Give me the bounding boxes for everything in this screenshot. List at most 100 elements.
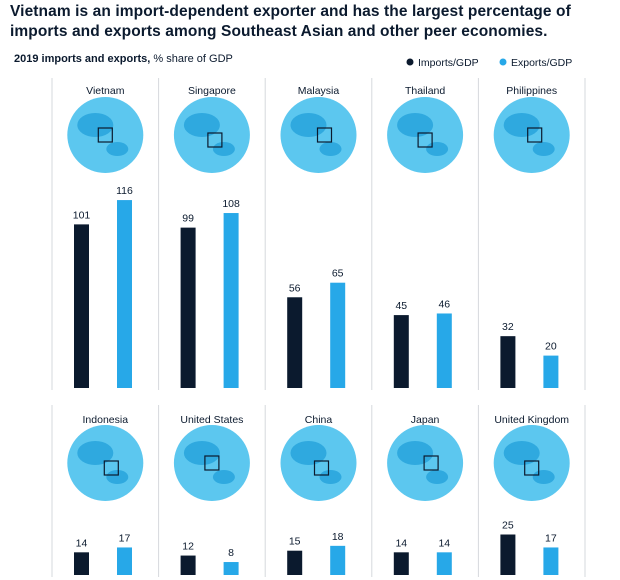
bar: [436, 313, 452, 388]
globe: [280, 425, 357, 501]
globe-land: [397, 441, 434, 465]
globe-ocean: [280, 97, 357, 173]
value-label: 15: [289, 536, 301, 548]
globe-land: [77, 441, 114, 465]
chart-title: Vietnam is an import-dependent exporter …: [10, 3, 571, 40]
value-label: 14: [395, 537, 407, 549]
globe: [67, 97, 144, 173]
globe-highlight: [207, 132, 223, 148]
country-label: Singapore: [188, 85, 236, 97]
value-label: 14: [76, 537, 88, 549]
bar: [393, 552, 409, 575]
globe-land: [212, 142, 235, 156]
globe-land: [397, 113, 434, 137]
country-label: Indonesia: [83, 414, 129, 426]
globe-land: [290, 441, 327, 465]
globe-ocean: [67, 97, 144, 173]
country-label: China: [305, 414, 333, 426]
globe-land: [183, 441, 220, 465]
value-label: 108: [222, 198, 240, 210]
bar: [500, 534, 516, 575]
value-label: 101: [73, 209, 91, 221]
bar: [500, 336, 516, 388]
country-label: Philippines: [506, 85, 557, 97]
value-label: 17: [545, 532, 557, 544]
globe-land: [426, 142, 449, 156]
bar: [180, 555, 196, 575]
value-label: 46: [438, 298, 450, 310]
value-label: 32: [502, 321, 514, 333]
value-label: 56: [289, 282, 301, 294]
globe-land: [77, 113, 114, 137]
globe-land: [212, 470, 235, 484]
globe-land: [319, 142, 342, 156]
globe-highlight: [527, 127, 543, 143]
unit-note: % share of GDP: [153, 53, 232, 65]
bar: [180, 227, 196, 388]
globe-ocean: [493, 97, 570, 173]
globe-ocean: [387, 425, 464, 501]
legend-label: Imports/GDP: [418, 57, 479, 69]
country-label: United Kingdom: [494, 414, 569, 426]
globe-land: [426, 470, 449, 484]
globe: [173, 425, 250, 501]
value-label: 116: [116, 185, 133, 197]
globe-land: [319, 470, 342, 484]
globe-highlight: [423, 455, 439, 471]
bar: [393, 315, 409, 388]
bar: [543, 355, 559, 388]
globe-highlight: [103, 460, 119, 476]
bar: [117, 200, 132, 388]
globe-ocean: [280, 425, 357, 501]
globe-land: [290, 113, 327, 137]
value-label: 25: [502, 520, 514, 532]
globe-land: [106, 470, 129, 484]
subtitle: 2019 imports and exports, % share of GDP: [14, 53, 233, 65]
value-label: 45: [395, 300, 407, 312]
country-label: Vietnam: [86, 85, 125, 97]
legend-swatch: [499, 58, 507, 66]
country-label: Malaysia: [298, 85, 340, 97]
legend-label: Exports/GDP: [511, 57, 572, 69]
bar: [74, 224, 89, 388]
globe: [493, 97, 570, 173]
globe: [493, 425, 570, 501]
globe-land: [532, 470, 555, 484]
bar: [74, 552, 89, 575]
value-label: 99: [182, 213, 194, 225]
globe-ocean: [493, 425, 570, 501]
country-label: United States: [180, 414, 243, 426]
globe-highlight: [204, 455, 220, 471]
bar: [287, 297, 303, 388]
globe-ocean: [173, 425, 250, 501]
globe-land: [106, 142, 129, 156]
bar: [223, 213, 239, 388]
globe-land: [503, 113, 540, 137]
globe: [173, 97, 250, 173]
globe-highlight: [524, 460, 540, 476]
globe-highlight: [97, 127, 113, 143]
globe: [387, 425, 464, 501]
bar: [330, 282, 346, 388]
value-label: 17: [119, 532, 131, 544]
globe: [67, 425, 144, 501]
value-label: 20: [545, 341, 557, 353]
bar: [436, 552, 452, 575]
subtitle-main: 2019 imports and exports,: [14, 53, 150, 65]
globe-highlight: [417, 132, 433, 148]
globe-ocean: [173, 97, 250, 173]
value-label: 12: [182, 541, 194, 553]
bar: [543, 547, 559, 575]
globe-land: [503, 441, 540, 465]
country-label: Japan: [411, 414, 440, 426]
globe-highlight: [316, 127, 333, 143]
bar: [287, 550, 303, 575]
value-label: 14: [438, 537, 450, 549]
globe-land: [183, 113, 220, 137]
globe-highlight: [313, 460, 330, 476]
country-label: Thailand: [405, 85, 445, 97]
bar: [223, 562, 239, 575]
globe: [387, 97, 464, 173]
